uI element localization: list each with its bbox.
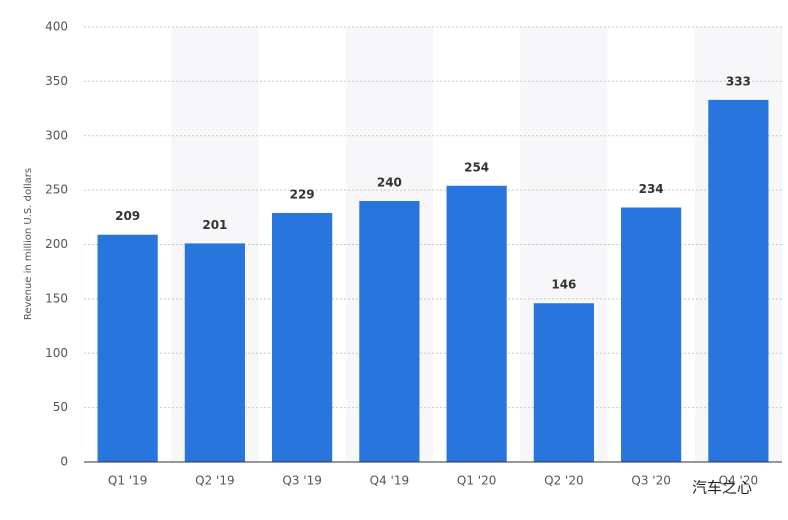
value-label: 254 [464,160,489,174]
x-tick-label: Q3 '19 [282,474,321,488]
bar [446,185,507,462]
x-tick-label: Q1 '20 [457,474,496,488]
bar [359,201,420,462]
value-label: 333 [726,74,751,88]
y-tick-label: 350 [45,74,68,88]
value-label: 209 [115,209,140,223]
x-tick-label: Q3 '20 [631,474,670,488]
x-tick-label: Q1 '19 [108,474,147,488]
y-axis-label: Revenue in million U.S. dollars [23,168,34,320]
bar [97,234,158,462]
watermark: 汽车之心 [692,479,752,497]
y-tick-label: 100 [45,346,68,360]
y-tick-label: 150 [45,291,68,305]
y-tick-label: 400 [45,20,68,34]
y-tick-label: 200 [45,237,68,251]
y-tick-label: 300 [45,128,68,142]
bar [533,303,594,462]
x-tick-label: Q4 '19 [370,474,409,488]
x-tick-label: Q2 '20 [544,474,583,488]
x-tick-label: Q2 '19 [195,474,234,488]
bar [272,212,333,462]
x-tick-label: Q4 '20 [719,474,758,488]
y-tick-label: 50 [53,400,68,414]
bar [184,243,245,462]
value-label: 229 [290,187,315,201]
value-label: 234 [639,182,664,196]
bar [708,99,769,463]
y-tick-label: 0 [60,455,68,469]
y-tick-label: 250 [45,183,68,197]
value-label: 201 [202,218,227,232]
value-label: 240 [377,176,402,190]
value-label: 146 [551,278,576,292]
bar [621,207,682,462]
